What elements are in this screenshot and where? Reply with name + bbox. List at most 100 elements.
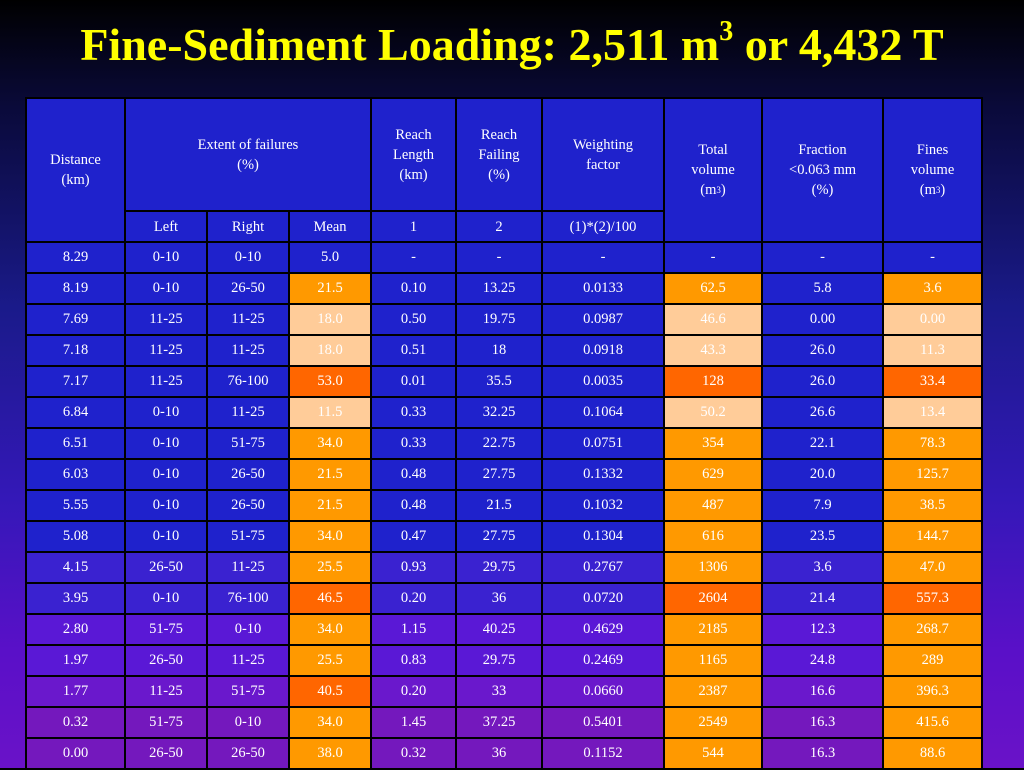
cell-left: 0-10 xyxy=(124,489,208,522)
cell-right: 26-50 xyxy=(206,272,290,305)
cell-mean: 11.5 xyxy=(287,396,373,429)
cell-right: 11-25 xyxy=(206,551,290,584)
cell-length: 1.45 xyxy=(370,706,458,739)
cell-fraction: 26.0 xyxy=(761,334,885,367)
cell-fines: 13.4 xyxy=(882,396,984,429)
cell-failing: 22.75 xyxy=(455,427,544,460)
cell-fraction: 24.8 xyxy=(761,644,885,677)
cell-fraction: 26.6 xyxy=(761,396,885,429)
cell-mean: 34.0 xyxy=(287,613,373,646)
cell-distance: 3.95 xyxy=(25,582,126,615)
cell-mean: 25.5 xyxy=(287,551,373,584)
cell-fines: 396.3 xyxy=(882,675,984,708)
table-row: 7.69 11-25 11-25 18.0 0.50 19.75 0.0987 46.6 0.0… xyxy=(25,303,984,336)
table-row: 6.51 0-10 51-75 34.0 0.33 22.75 0.0751 354 22.1 7… xyxy=(25,427,984,460)
header-fines-volume: Fines volume (m3) xyxy=(882,97,984,243)
header-fines-volume-sup: 3 xyxy=(935,185,941,195)
header-fines-volume-unit: (m xyxy=(919,182,936,198)
cell-distance: 7.69 xyxy=(25,303,126,336)
header-reach-length-line1: Reach xyxy=(395,126,432,143)
cell-weight: - xyxy=(541,241,666,274)
cell-fraction: 23.5 xyxy=(761,520,885,553)
cell-mean: 34.0 xyxy=(287,520,373,553)
header-total-volume-unit: (m xyxy=(700,182,717,198)
title-superscript: 3 xyxy=(719,16,734,47)
header-total-volume-line1: Total xyxy=(698,142,728,158)
cell-left: 11-25 xyxy=(124,334,208,367)
cell-fines: 268.7 xyxy=(882,613,984,646)
cell-right: 11-25 xyxy=(206,303,290,336)
cell-length: 0.20 xyxy=(370,582,458,615)
cell-right: 11-25 xyxy=(206,334,290,367)
cell-mean: 25.5 xyxy=(287,644,373,677)
cell-fines: 11.3 xyxy=(882,334,984,367)
cell-length: 0.83 xyxy=(370,644,458,677)
header-distance: Distance (km) xyxy=(25,97,126,243)
header-extent: Extent of failures (%) xyxy=(123,97,373,212)
header-fraction-line3: (%) xyxy=(811,182,834,198)
cell-left: 0-10 xyxy=(124,396,208,429)
cell-distance: 6.51 xyxy=(25,427,126,460)
header-reach-failing: Reach Failing (%) xyxy=(455,97,544,212)
cell-total: 2185 xyxy=(663,613,764,646)
cell-failing: 13.25 xyxy=(455,272,544,305)
cell-failing: 27.75 xyxy=(455,458,544,491)
cell-left: 0-10 xyxy=(124,427,208,460)
cell-right: 26-50 xyxy=(206,737,290,770)
subheader-left: Left xyxy=(124,210,208,243)
header-reach-length-line2: Length xyxy=(392,146,435,163)
cell-left: 26-50 xyxy=(124,551,208,584)
subheader-1: 1 xyxy=(370,210,458,243)
cell-fines: 88.6 xyxy=(882,737,984,770)
cell-total: 43.3 xyxy=(663,334,764,367)
cell-weight: 0.1064 xyxy=(541,396,666,429)
header-reach-failing-line3: (%) xyxy=(488,166,510,183)
cell-left: 11-25 xyxy=(124,675,208,708)
cell-right: 76-100 xyxy=(206,582,290,615)
cell-total: 487 xyxy=(663,489,764,522)
header-reach-length: Reach Length (km) xyxy=(370,97,458,212)
cell-right: 11-25 xyxy=(206,644,290,677)
cell-failing: 29.75 xyxy=(455,644,544,677)
cell-total: 1165 xyxy=(663,644,764,677)
cell-failing: 36 xyxy=(455,737,544,770)
header-reach-length-line3: (km) xyxy=(399,166,428,183)
table-row: 8.19 0-10 26-50 21.5 0.10 13.25 0.0133 62.5 5.8 3… xyxy=(25,272,984,305)
cell-right: 51-75 xyxy=(206,520,290,553)
cell-weight: 0.4629 xyxy=(541,613,666,646)
cell-failing: - xyxy=(455,241,544,274)
cell-mean: 18.0 xyxy=(287,303,373,336)
cell-fraction: 26.0 xyxy=(761,365,885,398)
cell-left: 0-10 xyxy=(124,458,208,491)
subheader-2: 2 xyxy=(455,210,544,243)
cell-length: 0.51 xyxy=(370,334,458,367)
table-row: 5.08 0-10 51-75 34.0 0.47 27.75 0.1304 616 23.5 1… xyxy=(25,520,984,553)
cell-total: 629 xyxy=(663,458,764,491)
cell-fraction: - xyxy=(761,241,885,274)
cell-right: 76-100 xyxy=(206,365,290,398)
table-body: 8.29 0-10 0-10 5.0- - - - - -8.19 0-10 26-50 21.5 0.… xyxy=(25,241,984,770)
cell-failing: 33 xyxy=(455,675,544,708)
sediment-table: Distance (km) Extent of failures (%) Rea… xyxy=(25,97,984,770)
table-row: 4.15 26-50 11-25 25.5 0.93 29.75 0.2767 1306 3.6… xyxy=(25,551,984,584)
cell-total: 62.5 xyxy=(663,272,764,305)
cell-mean: 18.0 xyxy=(287,334,373,367)
cell-total: 2387 xyxy=(663,675,764,708)
cell-fines: 38.5 xyxy=(882,489,984,522)
cell-distance: 5.08 xyxy=(25,520,126,553)
cell-total: 46.6 xyxy=(663,303,764,336)
cell-right: 0-10 xyxy=(206,241,290,274)
cell-fraction: 5.8 xyxy=(761,272,885,305)
table-row: 0.32 51-75 0-10 34.0 1.45 37.25 0.5401 2549 16.3… xyxy=(25,706,984,739)
table-row: 5.55 0-10 26-50 21.5 0.48 21.5 0.1032 487 7.9 38.… xyxy=(25,489,984,522)
cell-failing: 37.25 xyxy=(455,706,544,739)
cell-fraction: 3.6 xyxy=(761,551,885,584)
cell-length: 0.50 xyxy=(370,303,458,336)
header-total-volume-sup: 3 xyxy=(716,185,721,195)
cell-distance: 0.00 xyxy=(25,737,126,770)
cell-left: 11-25 xyxy=(124,365,208,398)
title-text: Fine-Sediment Loading: 2,511 m xyxy=(80,19,720,70)
cell-left: 11-25 xyxy=(124,303,208,336)
cell-failing: 18 xyxy=(455,334,544,367)
table-row: 0.00 26-50 26-50 38.0 0.32 36 0.1152 544 16.3 88.… xyxy=(25,737,984,770)
